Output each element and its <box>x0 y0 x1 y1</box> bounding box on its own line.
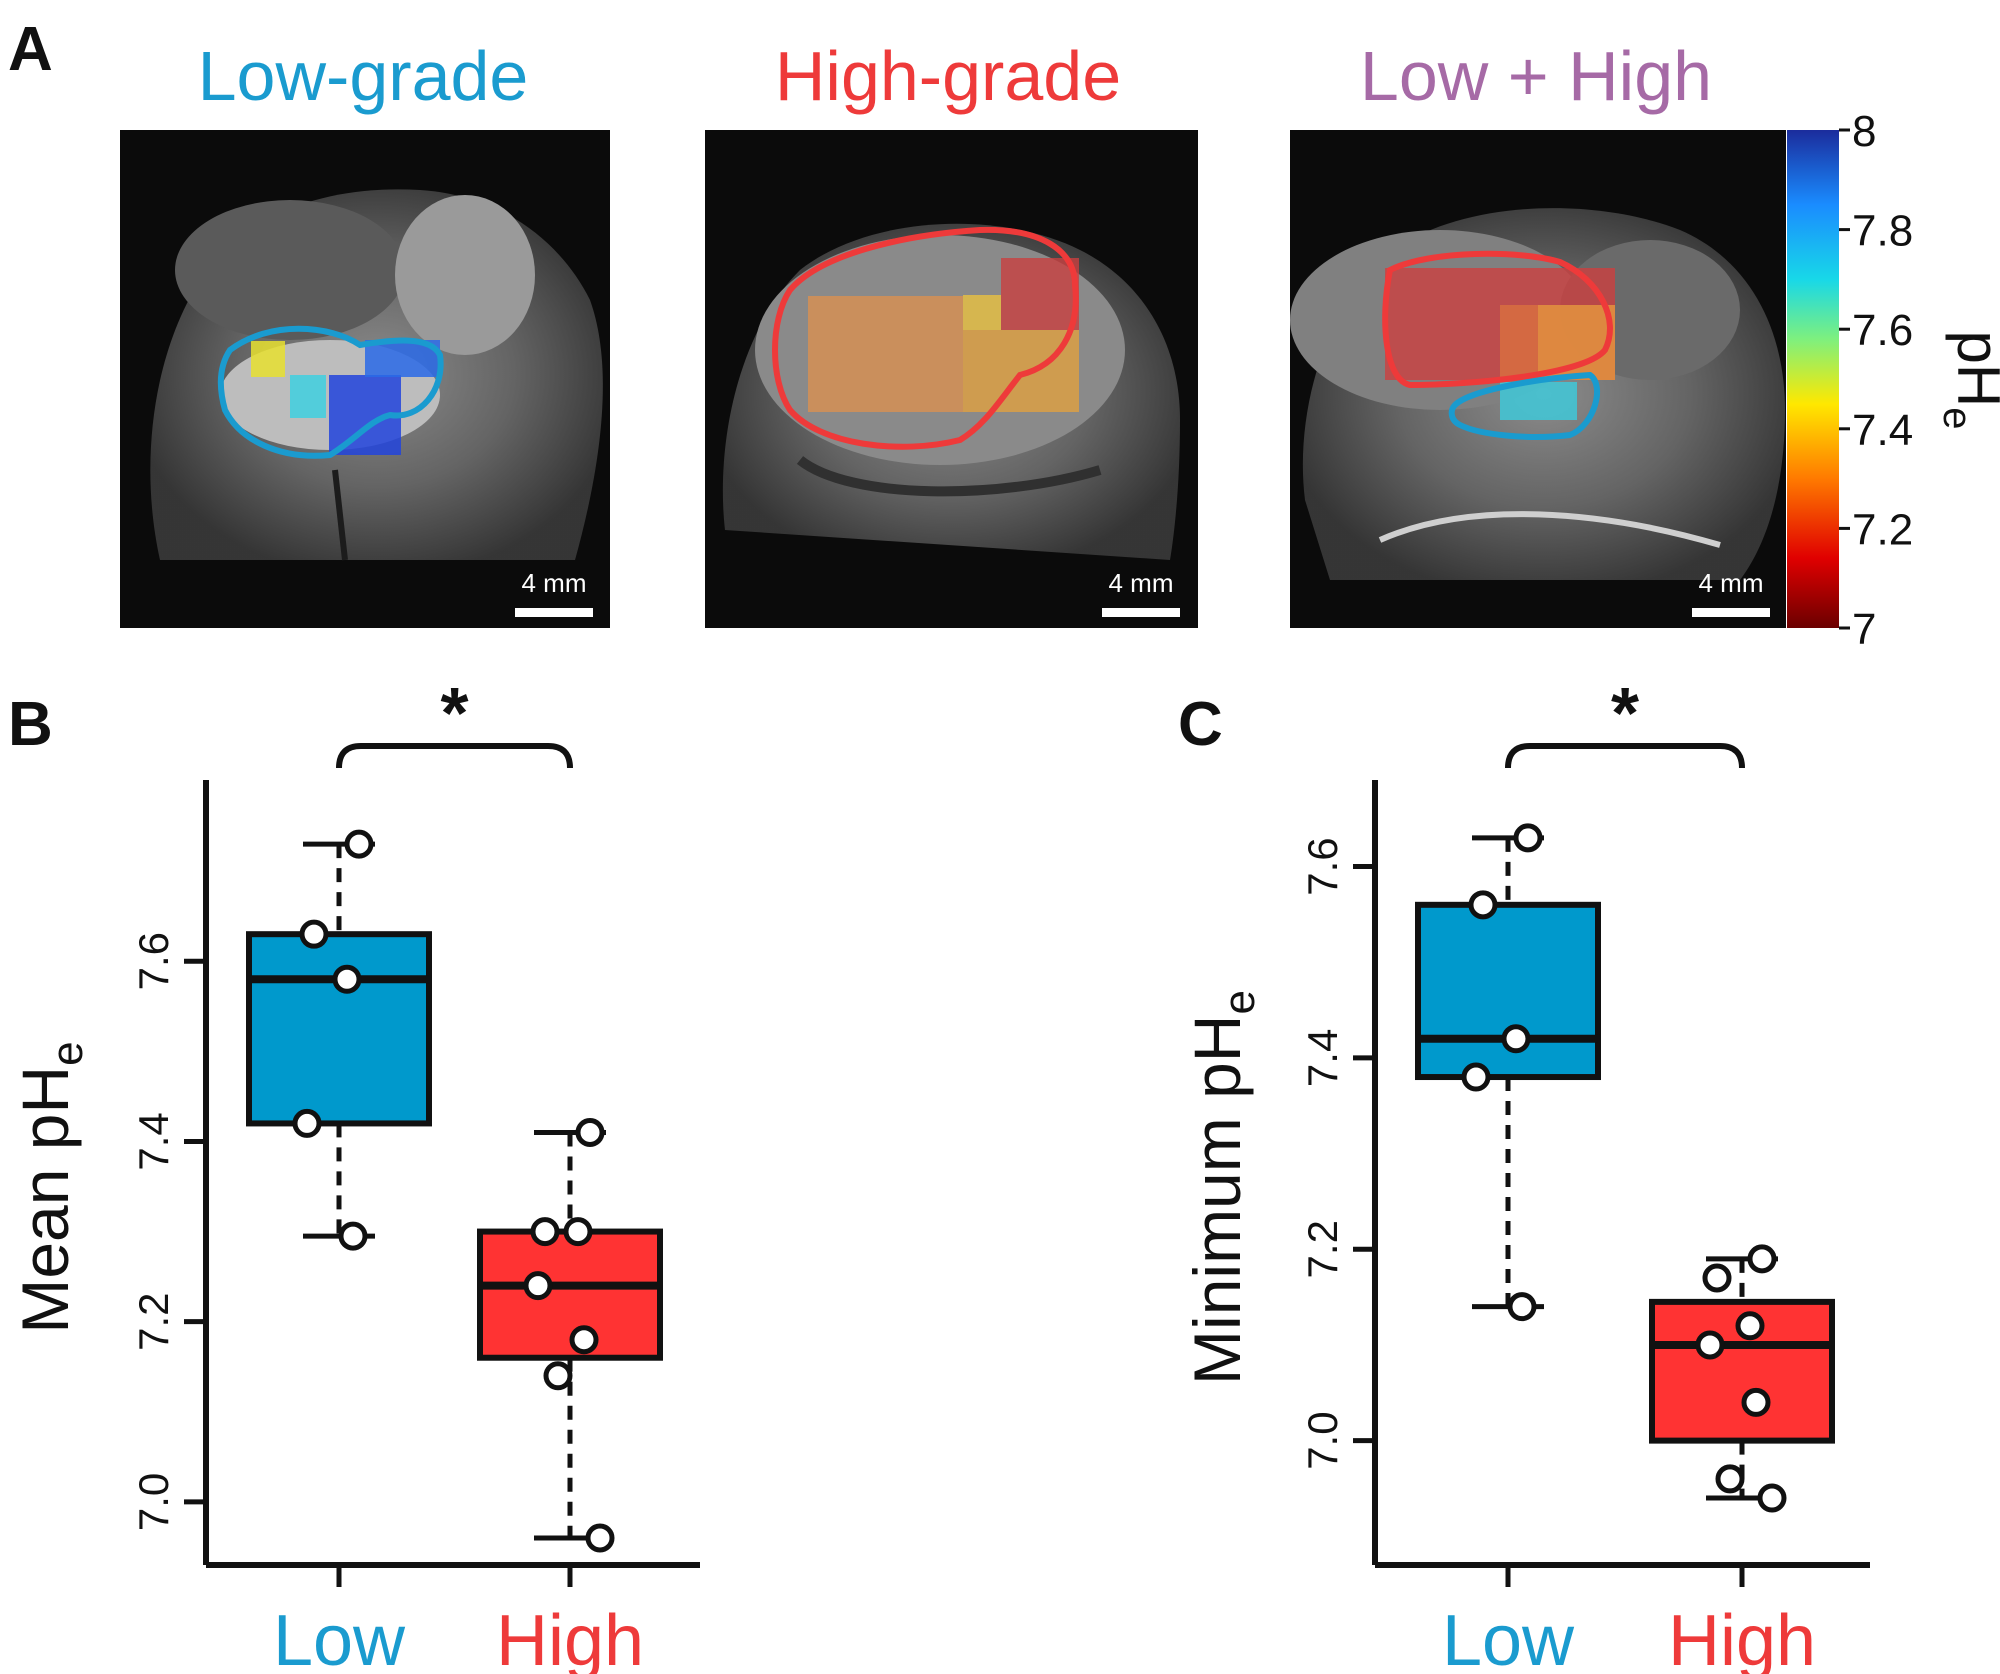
scale-bar-label-3: 4 mm <box>1699 568 1764 598</box>
colorbar-tick-label: 7 <box>1852 605 1876 654</box>
colorbar-tick-label: 7.4 <box>1852 406 1913 455</box>
y-tick-label: 7.2 <box>130 1292 177 1350</box>
colorbar-tick-label: 7.8 <box>1852 207 1913 256</box>
data-point-high <box>1715 1464 1745 1494</box>
x-tick-label-low: Low <box>1442 1601 1575 1674</box>
colorbar-tick-label: 7.2 <box>1852 505 1913 554</box>
box-low <box>1415 901 1601 1081</box>
data-point-low <box>338 1221 368 1251</box>
panel-label-b: B <box>8 690 53 759</box>
data-point-high <box>523 1271 553 1301</box>
panel-a-title-high-grade: High-grade <box>775 37 1121 115</box>
y-axis-label: Minimum pHe <box>1180 990 1264 1385</box>
scale-bar-label-2: 4 mm <box>1109 568 1174 598</box>
y-tick-label: 7.6 <box>1299 837 1346 895</box>
data-point-high <box>585 1523 615 1553</box>
data-point-low <box>1501 1024 1531 1054</box>
data-point-low <box>1468 890 1498 920</box>
significance-bracket <box>1505 743 1745 769</box>
data-point-low <box>292 1108 322 1138</box>
colorbar-gradient <box>1787 130 1839 628</box>
significance-bracket <box>336 743 573 769</box>
y-tick-label: 7.4 <box>130 1112 177 1170</box>
low-plus-high-red-outline <box>1382 250 1613 389</box>
colorbar-ticks: 8 7.8 7.6 7.4 7.2 7 <box>1839 107 1913 654</box>
panel-label-c: C <box>1178 690 1223 759</box>
low-plus-high-blue-outline <box>1448 371 1601 440</box>
y-tick-label: 7.0 <box>1299 1411 1346 1469</box>
colorbar-tick-label: 7.6 <box>1852 306 1913 355</box>
y-axis-label: Mean pHe <box>8 1041 92 1333</box>
mri-image-low-grade: 4 mm <box>120 130 610 628</box>
x-tick-label-low: Low <box>273 1601 406 1674</box>
significance-star: * <box>1611 674 1639 754</box>
data-point-high <box>543 1361 573 1391</box>
panel-b-boxplot: 7.0 7.2 7.4 7.6 Mean pHe Low High * <box>8 674 700 1674</box>
data-point-low <box>344 829 374 859</box>
high-grade-outline <box>772 226 1079 450</box>
y-tick-label: 7.4 <box>1299 1029 1346 1087</box>
data-point-high <box>575 1117 605 1147</box>
data-point-high <box>530 1217 560 1247</box>
data-point-high <box>1695 1330 1725 1360</box>
low-grade-outline <box>217 325 444 459</box>
data-point-high <box>1747 1244 1777 1274</box>
data-point-high <box>563 1217 593 1247</box>
significance-star: * <box>440 674 468 754</box>
colorbar-tick-label: 8 <box>1852 107 1876 156</box>
colorbar-label: pHe <box>1935 331 2000 430</box>
box-low <box>246 931 432 1127</box>
data-point-low <box>1513 823 1543 853</box>
mri-image-low-plus-high: 4 mm <box>1290 130 1786 628</box>
data-point-low <box>1507 1292 1537 1322</box>
data-point-high <box>1757 1483 1787 1513</box>
panel-a-title-low-plus-high: Low + High <box>1360 37 1712 115</box>
box-high <box>1649 1298 1835 1444</box>
data-point-high <box>1702 1263 1732 1293</box>
colorbar: 8 7.8 7.6 7.4 7.2 7 pHe <box>1787 107 2000 654</box>
x-tick-label-high: High <box>496 1601 644 1674</box>
data-point-high <box>569 1325 599 1355</box>
mri-image-high-grade: 4 mm <box>705 130 1198 628</box>
panel-c-boxplot: 7.0 7.2 7.4 7.6 Minimum pHe Low High * <box>1180 674 1870 1674</box>
data-point-high <box>1741 1387 1771 1417</box>
x-tick-label-high: High <box>1668 1601 1816 1674</box>
y-tick-label: 7.6 <box>130 932 177 990</box>
panel-a-title-low-grade: Low-grade <box>198 37 529 115</box>
panel-label-a: A <box>8 15 53 84</box>
data-point-low <box>299 919 329 949</box>
y-tick-label: 7.0 <box>130 1473 177 1531</box>
y-tick-label: 7.2 <box>1299 1220 1346 1278</box>
data-point-low <box>1461 1062 1491 1092</box>
data-point-high <box>1735 1311 1765 1341</box>
scale-bar-label-1: 4 mm <box>522 568 587 598</box>
data-point-low <box>332 964 362 994</box>
